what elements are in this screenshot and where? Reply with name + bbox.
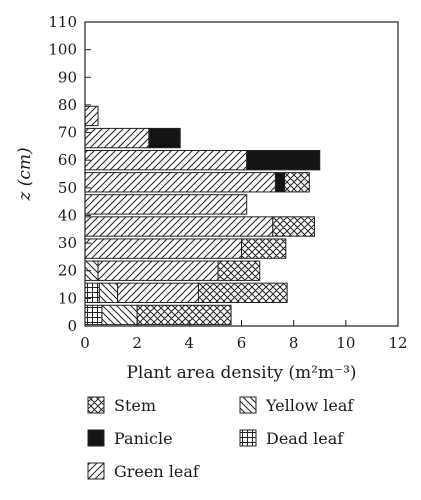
y-tick-label: 110 xyxy=(48,13,77,31)
bar-segment-green-leaf-z40 xyxy=(84,194,248,215)
y-tick-label: 60 xyxy=(58,151,77,169)
legend: Stem Yellow leaf Panicle Dead leaf Green lea… xyxy=(87,396,354,481)
bar-segment-stem-z0 xyxy=(136,304,232,326)
x-tick-label: 12 xyxy=(388,334,407,352)
x-tick-label: 6 xyxy=(237,334,247,352)
bar-segment-green-leaf-z32 xyxy=(84,216,274,237)
legend-label-green-leaf: Green leaf xyxy=(114,462,200,481)
bar-segment-panicle-z56 xyxy=(246,150,321,171)
y-tick-label: 30 xyxy=(58,234,77,252)
legend-swatch-stem xyxy=(87,396,105,414)
bar-segment-yellow-leaf-z0 xyxy=(101,304,138,326)
legend-swatch-dead-leaf xyxy=(239,429,257,447)
bar-segment-stem-z8 xyxy=(197,282,288,304)
legend-swatch-yellow-leaf xyxy=(239,396,257,414)
x-tick-label: 2 xyxy=(132,334,142,352)
y-tick-label: 10 xyxy=(58,289,77,307)
bar-segment-green-leaf-z56 xyxy=(84,150,248,171)
legend-swatch-panicle xyxy=(87,429,105,447)
legend-label-stem: Stem xyxy=(114,396,156,415)
bar-segment-green-leaf-z8 xyxy=(117,282,199,304)
bars-layer xyxy=(84,105,321,326)
legend-label-yellow-leaf: Yellow leaf xyxy=(265,396,354,415)
bar-segment-green-leaf-z16 xyxy=(97,260,219,281)
y-tick-label: 80 xyxy=(58,96,77,114)
legend-label-dead-leaf: Dead leaf xyxy=(266,429,344,448)
y-tick-label: 100 xyxy=(48,41,77,59)
y-tick-label: 40 xyxy=(58,206,77,224)
x-tick-label: 8 xyxy=(289,334,299,352)
legend-label-panicle: Panicle xyxy=(114,429,173,448)
y-tick-label: 90 xyxy=(58,68,77,86)
y-tick-label: 0 xyxy=(67,317,77,335)
bar-segment-panicle-z48 xyxy=(274,172,286,193)
bar-segment-dead-leaf-z0 xyxy=(84,304,103,326)
bar-segment-green-leaf-z24 xyxy=(84,238,242,259)
legend-swatch-green-leaf xyxy=(87,462,105,480)
y-axis-title: z (cm) xyxy=(15,147,35,201)
x-tick-label: 10 xyxy=(336,334,355,352)
y-tick-label: 50 xyxy=(58,179,77,197)
y-axis: 0 10 20 30 40 50 60 70 80 90 100 110 xyxy=(48,13,91,335)
bar-segment-stem-z24 xyxy=(241,238,287,259)
y-tick-label: 70 xyxy=(58,124,77,142)
bar-segment-panicle-z64 xyxy=(148,127,181,149)
bar-segment-green-leaf-z48 xyxy=(84,172,276,193)
bar-segment-green-leaf-z64 xyxy=(84,127,150,149)
bar-segment-stem-z48 xyxy=(284,172,310,193)
bar-segment-stem-z16 xyxy=(217,260,261,281)
x-axis-title: Plant area density (m²m⁻³) xyxy=(126,363,356,383)
bar-segment-green-leaf-z72 xyxy=(84,105,99,127)
x-axis: 0 2 4 6 8 10 12 xyxy=(80,320,408,352)
bar-segment-yellow-leaf-z8 xyxy=(98,282,119,304)
y-tick-label: 20 xyxy=(58,262,77,280)
bar-segment-stem-z32 xyxy=(272,216,316,237)
bar-segment-dead-leaf-z8 xyxy=(84,282,100,304)
x-tick-label: 0 xyxy=(80,334,90,352)
x-tick-label: 4 xyxy=(185,334,195,352)
